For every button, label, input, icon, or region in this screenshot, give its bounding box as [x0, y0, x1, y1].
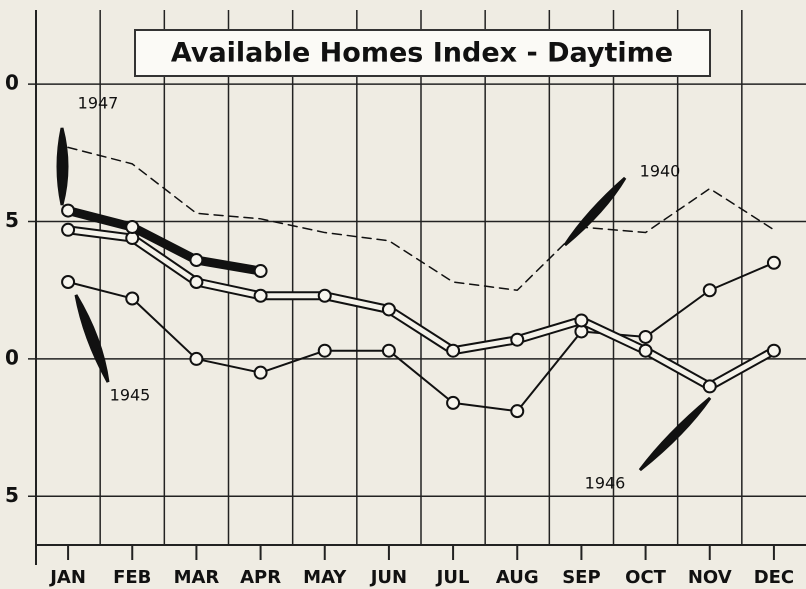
y-tick-label: 5 — [5, 208, 19, 232]
data-point — [125, 291, 140, 306]
x-tick-label: OCT — [625, 567, 667, 588]
data-point — [61, 203, 76, 218]
series-label: 1940 — [640, 162, 681, 181]
label-arrow — [563, 176, 627, 247]
data-point — [574, 313, 589, 328]
data-point — [253, 365, 268, 380]
x-tick-label: AUG — [496, 567, 539, 588]
data-point — [189, 253, 204, 268]
data-point — [317, 343, 332, 358]
data-point — [125, 220, 140, 235]
data-point — [638, 343, 653, 358]
series-line-inner — [67, 227, 776, 389]
y-tick-label: 0 — [5, 345, 19, 369]
data-point — [446, 395, 461, 410]
data-point — [446, 343, 461, 358]
data-point — [510, 332, 525, 347]
data-point — [253, 288, 268, 303]
chart-title: Available Homes Index - Daytime — [171, 38, 673, 69]
x-tick-label: MAR — [174, 567, 220, 588]
title-box — [134, 29, 711, 77]
x-tick-label: MAY — [303, 567, 347, 588]
data-point — [638, 329, 653, 344]
data-point — [189, 275, 204, 290]
y-tick-label: 5 — [5, 483, 19, 507]
series-label: 1946 — [585, 474, 626, 493]
label-arrow — [56, 127, 69, 206]
series-line — [67, 146, 775, 291]
x-tick-label: DEC — [754, 567, 794, 588]
label-arrow — [638, 396, 712, 472]
series-label: 1947 — [78, 94, 119, 113]
x-tick-label: APR — [240, 567, 281, 588]
data-point — [61, 222, 76, 237]
series-line — [67, 261, 775, 413]
x-tick-label: JUN — [369, 567, 407, 588]
data-point — [61, 275, 76, 290]
data-point — [381, 343, 396, 358]
data-point — [766, 255, 781, 270]
x-tick-label: NOV — [688, 567, 732, 588]
x-tick-label: JAN — [48, 567, 86, 588]
data-point — [189, 351, 204, 366]
data-point — [317, 288, 332, 303]
label-arrow — [74, 294, 110, 383]
x-tick-label: JUL — [435, 567, 470, 588]
y-tick-label: 0 — [5, 71, 19, 95]
data-point — [253, 264, 268, 279]
series-label: 1945 — [110, 386, 151, 405]
series-line — [63, 206, 266, 276]
data-point — [702, 379, 717, 394]
x-tick-label: SEP — [562, 567, 600, 588]
data-point — [381, 302, 396, 317]
data-point — [510, 404, 525, 419]
data-point — [766, 343, 781, 358]
x-tick-label: FEB — [113, 567, 151, 588]
data-point — [702, 283, 717, 298]
